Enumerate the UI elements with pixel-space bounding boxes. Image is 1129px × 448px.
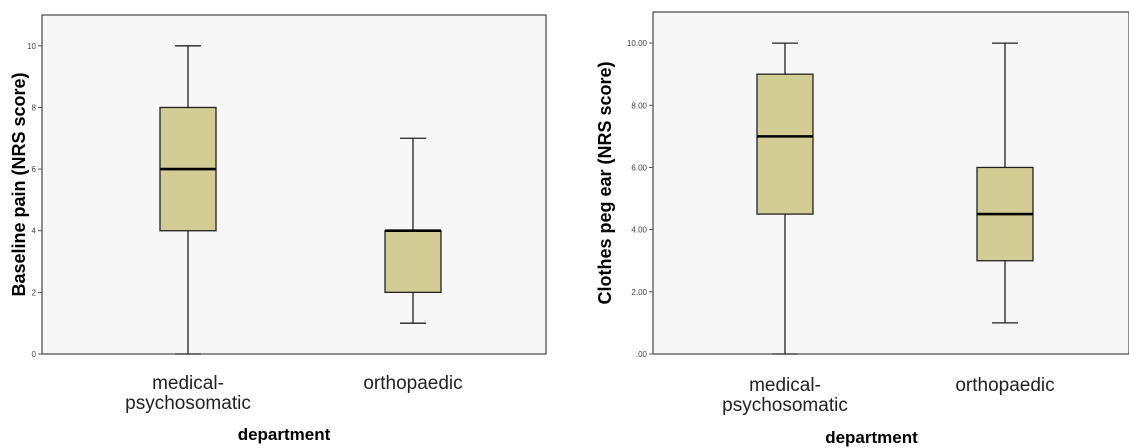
- box-2: [384, 137, 442, 324]
- y-tick-label: 2: [32, 288, 37, 297]
- box-1: [159, 45, 217, 355]
- y-tick-label: 4.00: [631, 226, 647, 235]
- box-2: [976, 42, 1034, 324]
- y-tick-label: 8.00: [631, 101, 647, 110]
- y-axis-label: Clothes peg ear (NRS score): [595, 61, 615, 304]
- chart-panel-2: .00 2.00 4.00 6.00 8.00 10.00 medical-psychoso…: [595, 11, 1129, 447]
- y-tick-label: 6: [32, 165, 37, 174]
- y-tick-label: 2.00: [631, 288, 647, 297]
- x-axis-label: department: [825, 428, 918, 447]
- y-tick-label: 10: [27, 42, 36, 51]
- x-category-label: medical-psychosomatic: [722, 375, 848, 416]
- chart-panel-1: 0 2 4 6 8 10 medical-psychosomatic orthopaedic d…: [9, 14, 547, 444]
- plot-area: [41, 14, 547, 355]
- box-1: [756, 42, 814, 355]
- y-tick-label: 8: [32, 103, 37, 112]
- y-tick-label: 0: [32, 350, 37, 359]
- y-tick-label: 6.00: [631, 163, 647, 172]
- x-category-label: orthopaedic: [363, 373, 462, 394]
- interquartile-box: [384, 230, 442, 294]
- y-axis-label: Baseline pain (NRS score): [9, 72, 29, 296]
- x-category-label-line: orthopaedic: [363, 373, 462, 394]
- interquartile-box: [756, 73, 814, 215]
- y-tick-label: 4: [32, 227, 37, 236]
- plot-area: [652, 11, 1129, 355]
- x-category-label: orthopaedic: [955, 375, 1054, 396]
- x-category-label-line: psychosomatic: [722, 395, 848, 416]
- y-tick-label: 10.00: [627, 39, 648, 48]
- y-tick-label: .00: [636, 350, 648, 359]
- x-category-label-line: orthopaedic: [955, 375, 1054, 396]
- x-category-label: medical-psychosomatic: [125, 373, 251, 414]
- x-category-label-line: psychosomatic: [125, 393, 251, 414]
- x-category-label-line: medical-: [749, 375, 821, 396]
- x-category-label-line: medical-: [152, 373, 224, 394]
- x-axis-label: department: [238, 425, 331, 444]
